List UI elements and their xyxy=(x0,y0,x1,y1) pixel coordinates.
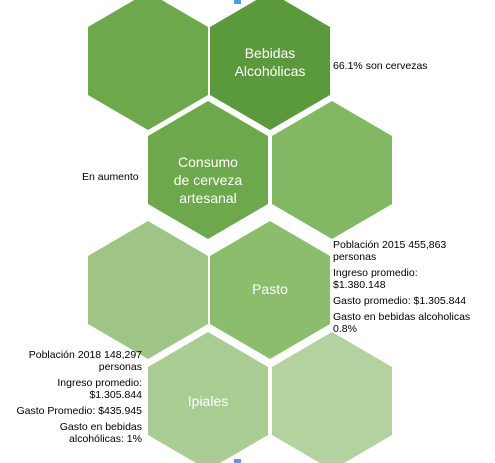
pasto-alcohol-spending-line-1: Gasto en bebidas alcoholicas xyxy=(333,311,471,323)
ipiales-alcohol-spending-line-2: alcohólicas: 1% xyxy=(69,433,142,445)
label-bebidas-alcoholicas: Bebidas Alcohólicas xyxy=(234,45,306,79)
label-consumo-cerveza-artesanal: Consumo de cerveza artesanal xyxy=(173,154,243,206)
label-pasto: Pasto xyxy=(252,281,288,297)
hexagon-consumo-cerveza xyxy=(148,101,268,239)
ipiales-population-line-2: personas xyxy=(98,361,142,373)
hexagon-bebidas-alcoholicas xyxy=(210,0,330,130)
hexagon-mid-right xyxy=(272,101,392,239)
ipiales-spending-line: Gasto Promedio: $435.945 xyxy=(16,405,143,417)
note-en-aumento: En aumento xyxy=(82,171,139,183)
selection-handle-bottom xyxy=(234,459,241,463)
label-ipiales: Ipiales xyxy=(187,393,229,409)
hexagon-pasto xyxy=(210,221,330,359)
pasto-stats: Población 2015 455,863 personas Ingreso … xyxy=(333,239,491,335)
hexagon-top-left xyxy=(88,0,208,130)
pasto-population-line-1: Población 2015 455,863 xyxy=(333,239,447,251)
pasto-income-line-1: Ingreso promedio: xyxy=(333,267,418,279)
ipiales-alcohol-spending-line-1: Gasto en bebidas xyxy=(59,421,142,433)
ipiales-population-line-1: Población 2018 148,297 xyxy=(28,349,142,361)
hexagon-bottom-right xyxy=(272,332,392,463)
ipiales-income-line-1: Ingreso promedio: xyxy=(57,377,142,389)
pasto-income-line-2: $1.380.148 xyxy=(333,279,386,291)
hexagon-ipiales xyxy=(148,332,268,463)
note-cervezas: 66.1% son cervezas xyxy=(333,60,428,72)
pasto-alcohol-spending-line-2: 0.8% xyxy=(333,323,357,335)
selection-handle-top xyxy=(234,0,241,4)
pasto-spending-line: Gasto promedio: $1.305.844 xyxy=(333,295,467,307)
pasto-population-line-2: personas xyxy=(333,251,377,263)
ipiales-income-line-2: $1.305.844 xyxy=(89,389,142,401)
ipiales-stats: Población 2018 148,297 personas Ingreso … xyxy=(4,349,143,445)
hexagon-pasto-left xyxy=(88,221,208,359)
